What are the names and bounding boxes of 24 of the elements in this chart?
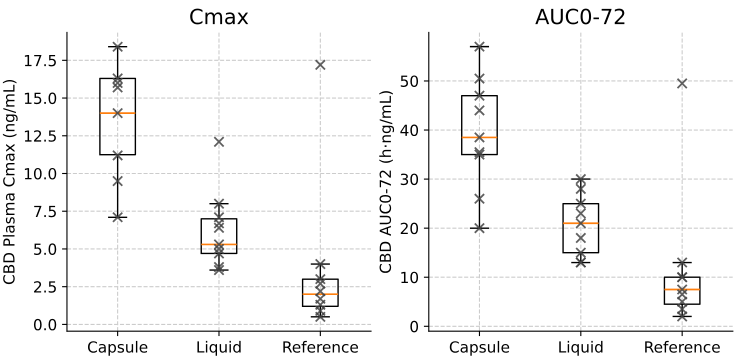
chart-title: AUC0-72 [535,8,624,24]
y-tick-label: 40 [400,124,418,136]
chart-title: Cmax [190,8,248,24]
y-tick-label: 0 [410,320,418,332]
y-axis-title: CBD AUC0-72 (h·ng/mL) [379,91,394,273]
x-tick-label: Reference [645,340,720,353]
x-tick-label: Reference [283,340,358,353]
y-tick-label: 30 [400,174,418,186]
x-tick-label: Capsule [450,340,510,356]
x-tick-label: Capsule [88,340,148,356]
y-tick-label: 2.5 [34,281,56,293]
y-tick-label: 12.5 [24,130,56,142]
y-tick-label: 20 [400,222,418,234]
y-tick-label: 7.5 [34,206,56,218]
y-tick-label: 0.0 [34,318,56,330]
y-axis-title: CBD Plasma Cmax (ng/mL) [2,80,18,284]
y-tick-label: 10.0 [24,168,56,180]
y-tick-label: 17.5 [24,54,56,66]
y-tick-label: 50 [400,75,418,87]
y-tick-label: 5.0 [34,243,56,255]
y-tick-label: 15.0 [24,92,56,104]
y-tick-label: 10 [401,272,418,284]
x-tick-label: Liquid [197,340,241,356]
x-tick-label: Liquid [559,340,602,356]
